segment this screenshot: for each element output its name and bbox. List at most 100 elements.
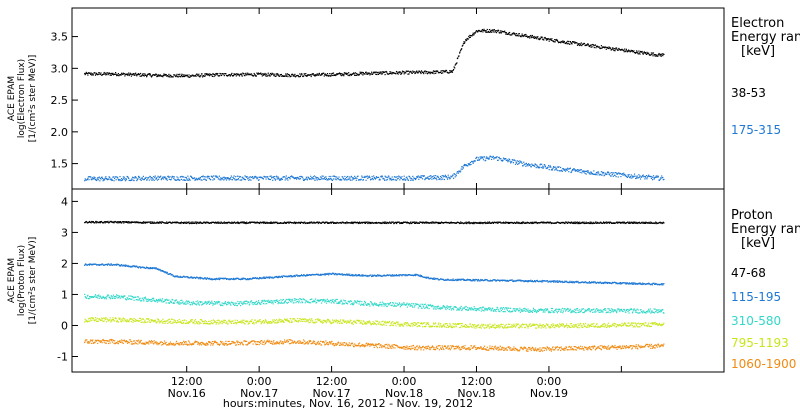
data-point	[145, 176, 147, 178]
data-point	[661, 222, 663, 224]
data-point	[579, 169, 581, 171]
data-point	[98, 264, 100, 266]
data-point	[169, 273, 172, 275]
data-point	[344, 300, 347, 302]
data-point	[145, 267, 147, 269]
data-point	[571, 280, 573, 282]
data-point	[118, 296, 120, 298]
data-point	[558, 222, 561, 224]
data-point	[224, 301, 226, 303]
data-point	[155, 267, 157, 269]
data-point	[442, 72, 444, 74]
data-point	[125, 179, 128, 181]
data-point	[279, 75, 281, 77]
data-point	[295, 177, 297, 179]
data-point	[445, 70, 448, 72]
data-point	[379, 179, 381, 181]
data-point	[403, 73, 405, 75]
data-point	[294, 275, 297, 277]
data-point	[345, 72, 347, 74]
data-point	[131, 176, 134, 178]
data-point	[662, 176, 664, 179]
data-point	[111, 178, 113, 180]
data-point	[573, 168, 575, 170]
data-point	[264, 303, 266, 305]
data-point	[229, 178, 231, 180]
data-point	[260, 302, 262, 304]
data-point	[265, 74, 267, 76]
data-point	[385, 70, 387, 73]
data-point	[282, 298, 285, 301]
data-point	[540, 280, 542, 282]
data-point	[92, 264, 94, 266]
data-point	[592, 281, 594, 284]
data-point	[392, 221, 394, 223]
data-point	[601, 282, 604, 284]
data-point	[460, 170, 462, 172]
data-point	[391, 275, 393, 277]
data-point	[423, 304, 425, 306]
data-point	[255, 75, 257, 77]
data-point	[357, 175, 359, 177]
data-point	[198, 221, 200, 223]
data-point	[184, 303, 186, 305]
data-point	[130, 75, 132, 77]
data-point	[205, 222, 207, 224]
data-point	[599, 222, 601, 224]
data-point	[155, 178, 157, 180]
y-axis-label: log(Proton Flux)	[17, 245, 27, 316]
data-point	[568, 40, 570, 43]
data-point	[366, 304, 368, 306]
data-point	[409, 177, 411, 179]
data-point	[97, 177, 99, 179]
data-point	[243, 73, 245, 75]
data-point	[299, 222, 301, 224]
data-point	[625, 282, 627, 284]
data-point	[382, 275, 385, 277]
data-point	[183, 75, 185, 78]
data-point	[164, 272, 166, 274]
data-point	[109, 72, 111, 74]
data-point	[172, 176, 174, 178]
data-point	[320, 178, 322, 180]
data-point	[482, 159, 485, 161]
data-point	[578, 169, 580, 171]
data-point	[631, 175, 633, 177]
data-point	[569, 167, 571, 169]
data-point	[580, 42, 582, 44]
data-point	[218, 301, 220, 304]
data-point	[225, 73, 227, 75]
data-point	[178, 75, 180, 77]
data-point	[549, 165, 551, 167]
data-point	[104, 221, 106, 223]
data-point	[228, 301, 230, 303]
data-point	[174, 300, 176, 302]
data-point	[230, 74, 232, 76]
data-point	[358, 275, 360, 277]
data-point	[503, 221, 505, 223]
data-point	[505, 158, 507, 160]
data-point	[389, 274, 391, 276]
data-point	[185, 176, 187, 179]
data-point	[97, 73, 99, 75]
data-point	[169, 74, 172, 76]
data-point	[113, 180, 115, 182]
data-point	[100, 264, 102, 266]
data-point	[278, 301, 280, 303]
data-point	[334, 299, 336, 301]
data-point	[375, 222, 377, 224]
data-point	[651, 52, 654, 54]
data-point	[230, 222, 232, 224]
data-point	[632, 282, 634, 284]
data-point	[340, 300, 342, 302]
data-point	[186, 221, 188, 223]
data-point	[647, 176, 649, 178]
data-point	[123, 73, 125, 75]
data-point	[611, 222, 613, 224]
data-point	[180, 299, 182, 302]
data-point	[181, 299, 183, 301]
data-point	[512, 162, 514, 164]
data-point	[499, 280, 501, 282]
data-point	[293, 222, 295, 224]
data-point	[202, 175, 204, 177]
